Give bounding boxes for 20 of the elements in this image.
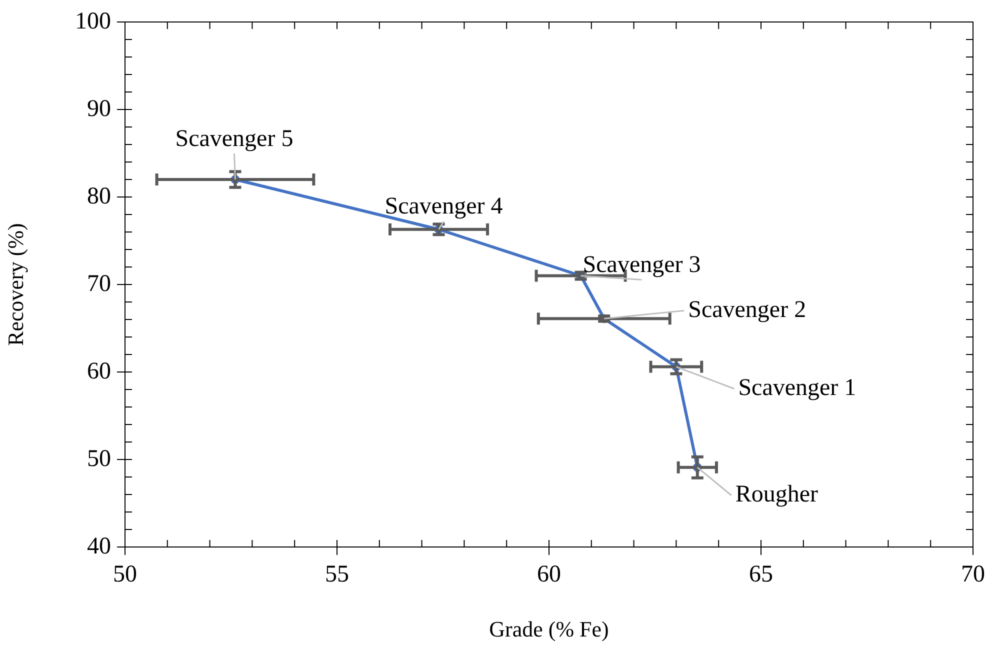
y-tick-label: 90 (87, 96, 111, 122)
x-tick-label: 55 (325, 562, 349, 588)
y-tick-label: 100 (75, 8, 111, 34)
y-tick-label: 60 (87, 358, 111, 384)
x-tick-label: 70 (961, 562, 985, 588)
y-tick-label: 40 (87, 533, 111, 560)
annotation: Scavenger 1 (738, 375, 856, 402)
y-tick-label: 70 (87, 270, 111, 297)
x-tick-label: 65 (749, 562, 773, 588)
x-axis-title: Grade (% Fe) (489, 616, 609, 642)
y-axis-title: Recovery (%) (2, 223, 28, 346)
annotation: Scavenger 2 (688, 296, 806, 323)
y-tick-label: 80 (87, 183, 111, 210)
annotation: Scavenger 4 (384, 194, 503, 220)
x-tick-label: 50 (113, 562, 137, 588)
annotation: Scavenger 5 (175, 126, 294, 152)
x-tick-label: 60 (537, 562, 561, 588)
annotation: Scavenger 3 (582, 252, 701, 278)
annotation: Rougher (735, 482, 818, 508)
y-tick-label: 50 (87, 446, 111, 472)
